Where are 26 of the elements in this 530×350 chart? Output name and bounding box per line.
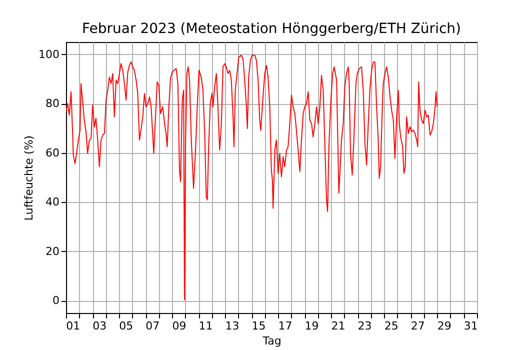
x-tick-label: 13 bbox=[225, 320, 240, 332]
x-tick-label: 23 bbox=[358, 320, 372, 332]
line-series bbox=[66, 54, 438, 300]
x-tick-label: 29 bbox=[437, 320, 452, 332]
x-tick-label: 15 bbox=[252, 320, 266, 332]
y-tick-label: 100 bbox=[38, 48, 60, 61]
y-tick-label: 80 bbox=[46, 97, 60, 110]
x-tick-label: 21 bbox=[331, 320, 346, 332]
chart-title: Februar 2023 (Meteostation Hönggerberg/ETH Zürich) bbox=[82, 21, 461, 37]
x-axis-title: Tag bbox=[262, 334, 282, 348]
x-tick-label: 07 bbox=[146, 320, 160, 332]
x-tick-label: 01 bbox=[66, 320, 80, 332]
x-tick-label: 11 bbox=[198, 320, 213, 332]
x-tick-label: 25 bbox=[384, 320, 398, 332]
x-tick-label: 03 bbox=[92, 320, 107, 332]
x-tick-label: 09 bbox=[172, 320, 186, 332]
y-tick-label: 40 bbox=[46, 196, 60, 209]
y-tick-label: 60 bbox=[46, 146, 60, 160]
x-tick-label: 31 bbox=[464, 320, 478, 332]
x-tick-label: 19 bbox=[304, 320, 319, 332]
x-tick-label: 17 bbox=[278, 320, 292, 332]
x-tick-label: 27 bbox=[410, 320, 425, 332]
y-tick-label: 20 bbox=[46, 244, 60, 258]
x-tick-label: 05 bbox=[119, 320, 134, 332]
y-tick-label: 0 bbox=[52, 294, 60, 308]
y-axis-title: Luftfeuchte (%) bbox=[22, 135, 36, 221]
